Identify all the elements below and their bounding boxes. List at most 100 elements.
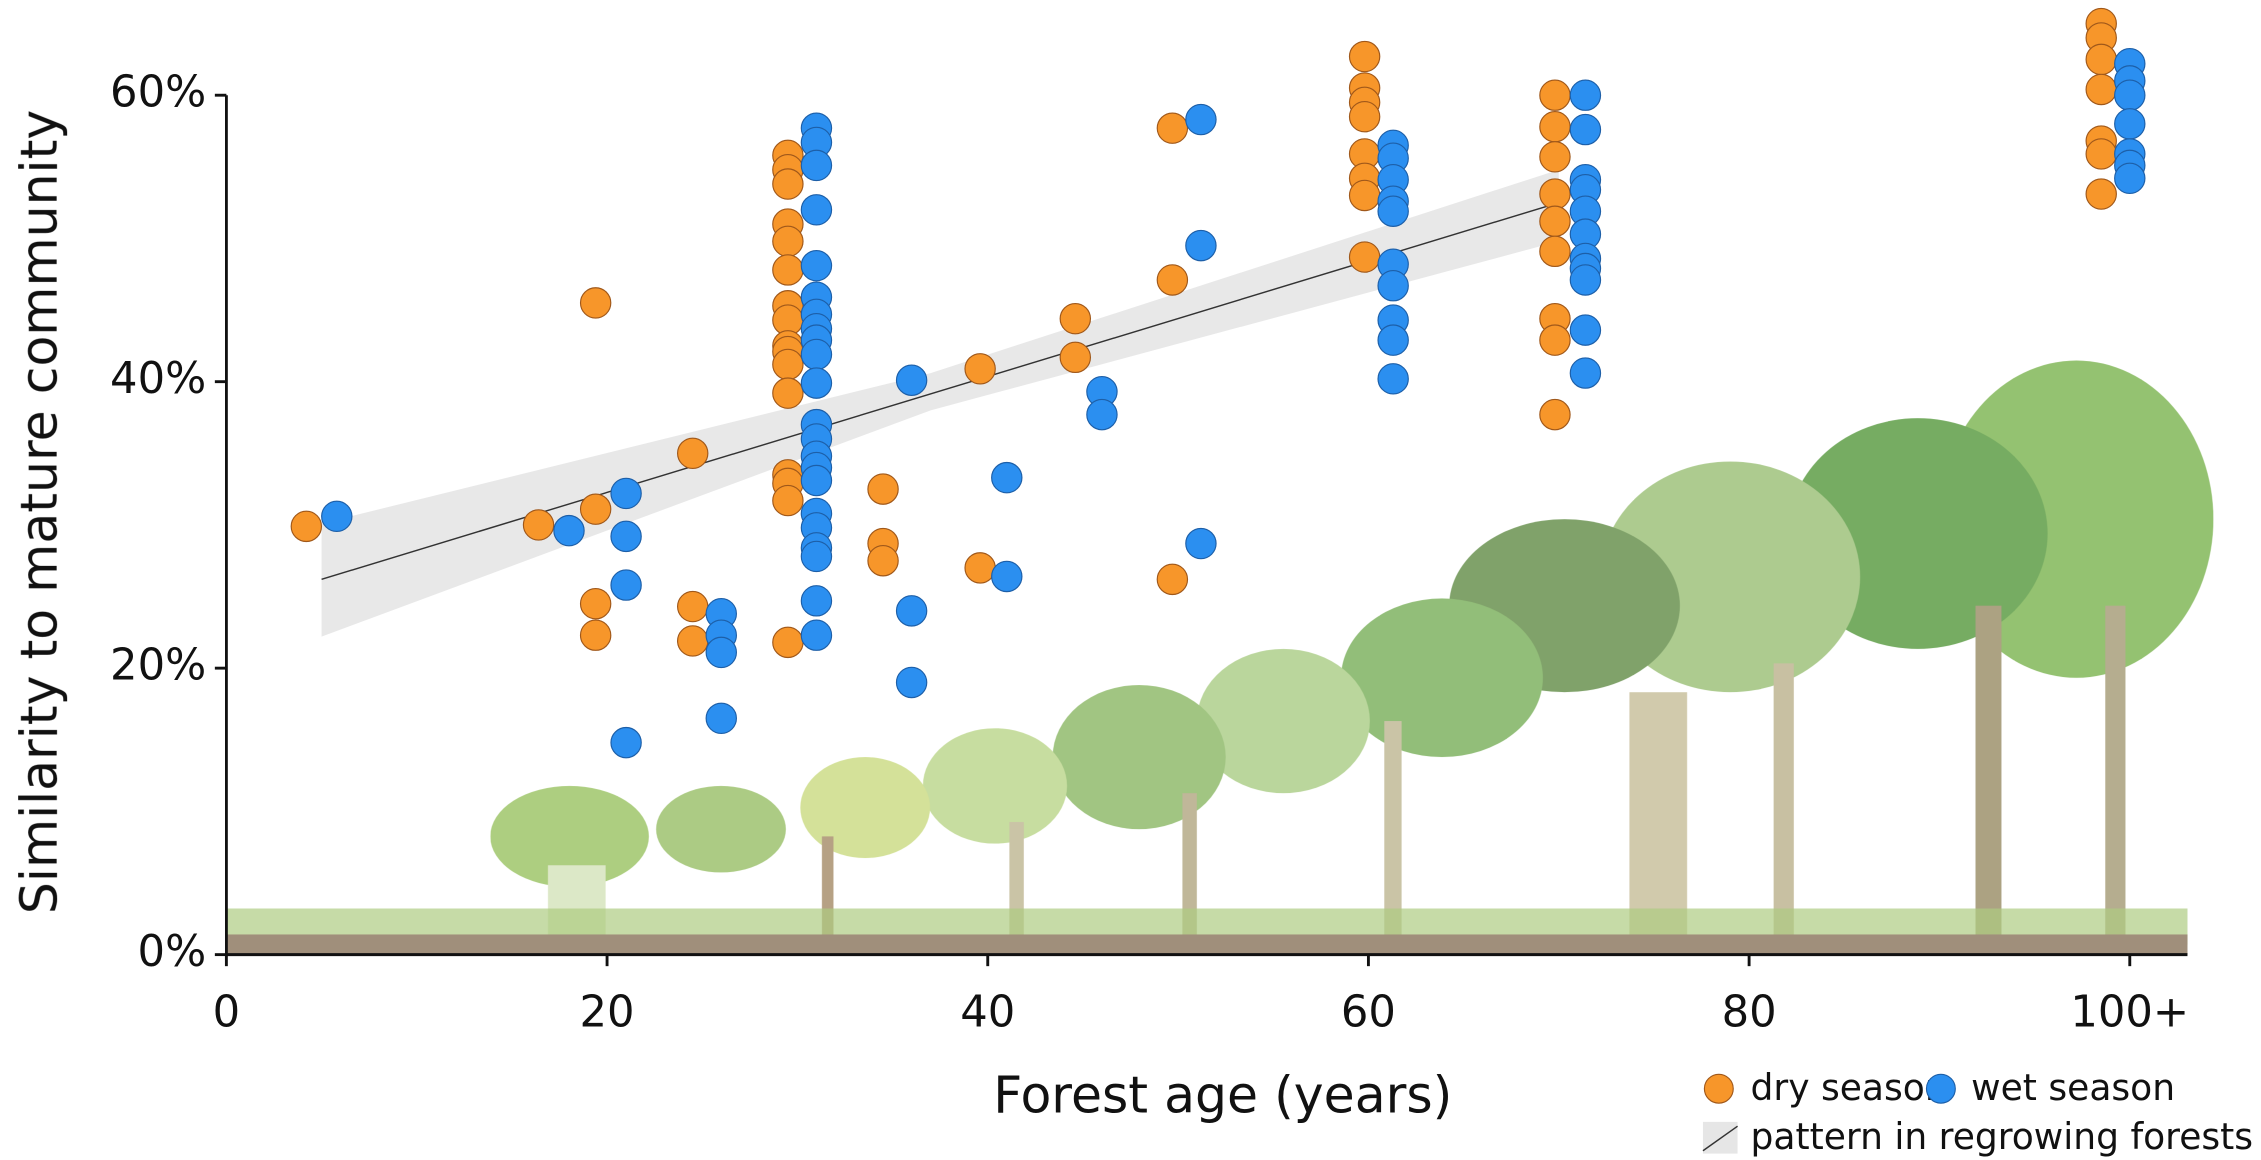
data-point <box>800 619 833 651</box>
data-point <box>1156 563 1189 596</box>
legend-line <box>1702 1125 1738 1152</box>
plot-area <box>290 7 2146 759</box>
trunk <box>2105 605 2126 938</box>
data-point <box>522 509 555 541</box>
data-point <box>1348 241 1381 273</box>
data-point <box>553 514 585 547</box>
y-tick-label: 40% <box>110 354 206 404</box>
trunk <box>1384 721 1402 938</box>
data-point <box>800 149 833 182</box>
data-point <box>1377 269 1409 302</box>
data-point <box>1059 302 1092 335</box>
legend-marker <box>1925 1073 1956 1104</box>
x-tick-label: 0 <box>213 988 241 1038</box>
data-point <box>2114 108 2146 140</box>
data-point <box>2114 79 2146 111</box>
trunk <box>1629 692 1688 938</box>
x-axis-title: Forest age (years) <box>993 1065 1452 1124</box>
data-point <box>1156 264 1189 296</box>
y-tick-label: 60% <box>110 68 206 118</box>
data-point <box>677 437 709 470</box>
data-point <box>1539 111 1571 143</box>
tree <box>1052 684 1226 830</box>
trunk <box>821 836 834 938</box>
data-point <box>1086 398 1118 431</box>
data-point <box>1348 40 1381 73</box>
data-point <box>1569 264 1602 296</box>
confidence-band <box>321 169 1559 637</box>
data-point <box>867 545 899 577</box>
data-point <box>1569 314 1602 346</box>
data-point <box>1569 357 1602 389</box>
data-point <box>1185 229 1217 262</box>
data-point <box>610 569 642 601</box>
data-point <box>290 510 323 543</box>
data-point <box>1569 79 1602 111</box>
tree <box>490 785 649 887</box>
legend-label: dry season <box>1751 1068 1948 1109</box>
data-point <box>1185 103 1217 136</box>
data-point <box>1539 205 1571 237</box>
tree <box>1196 648 1370 794</box>
data-point <box>772 254 804 286</box>
data-point <box>1059 341 1092 374</box>
data-point <box>772 377 804 409</box>
trunk <box>1773 663 1794 938</box>
data-point <box>895 364 928 396</box>
legend: dry season wet season pattern in regrowi… <box>1702 1068 2254 1158</box>
data-point <box>610 520 642 553</box>
data-point <box>2085 178 2117 210</box>
data-point <box>1156 112 1189 144</box>
data-point <box>2085 73 2117 106</box>
data-point <box>705 636 737 669</box>
data-point <box>2085 43 2117 76</box>
legend-label: wet season <box>1971 1068 2175 1109</box>
data-point <box>610 477 642 510</box>
data-point <box>2114 162 2146 195</box>
data-point <box>1348 100 1381 133</box>
data-point <box>579 587 612 620</box>
data-point <box>1377 363 1409 395</box>
data-point <box>2085 138 2117 170</box>
tree <box>800 757 931 859</box>
tree <box>656 785 786 873</box>
y-axis-title: Similarity to mature community <box>10 110 69 914</box>
data-point <box>677 625 709 657</box>
data-point <box>772 225 804 258</box>
tree <box>922 728 1068 844</box>
data-point <box>1539 235 1571 268</box>
x-tick-label: 60 <box>1341 988 1396 1038</box>
y-tick-label: 20% <box>110 641 206 691</box>
data-point <box>1377 195 1409 227</box>
data-point <box>867 473 899 505</box>
data-point <box>772 484 804 517</box>
data-point <box>800 338 833 371</box>
data-point <box>991 461 1023 494</box>
data-point <box>800 540 833 573</box>
data-point <box>772 348 804 381</box>
data-point <box>772 168 804 200</box>
data-point <box>1539 178 1571 210</box>
data-point <box>800 464 833 497</box>
data-point <box>1377 324 1409 356</box>
data-point <box>579 493 612 525</box>
data-point <box>610 726 642 759</box>
data-point <box>1348 179 1381 212</box>
data-point <box>1539 324 1571 356</box>
data-point <box>579 287 612 319</box>
data-point <box>800 585 833 617</box>
data-point <box>991 560 1023 593</box>
data-point <box>800 367 833 399</box>
data-point <box>772 626 804 659</box>
data-point <box>895 666 928 699</box>
forest-illustration <box>226 360 2214 955</box>
data-point <box>800 194 833 226</box>
x-tick-label: 40 <box>960 988 1015 1038</box>
data-point <box>677 590 709 623</box>
data-point <box>579 619 612 651</box>
ground <box>226 934 2188 955</box>
data-point <box>800 249 833 282</box>
legend-label: pattern in regrowing forests <box>1751 1117 2254 1158</box>
